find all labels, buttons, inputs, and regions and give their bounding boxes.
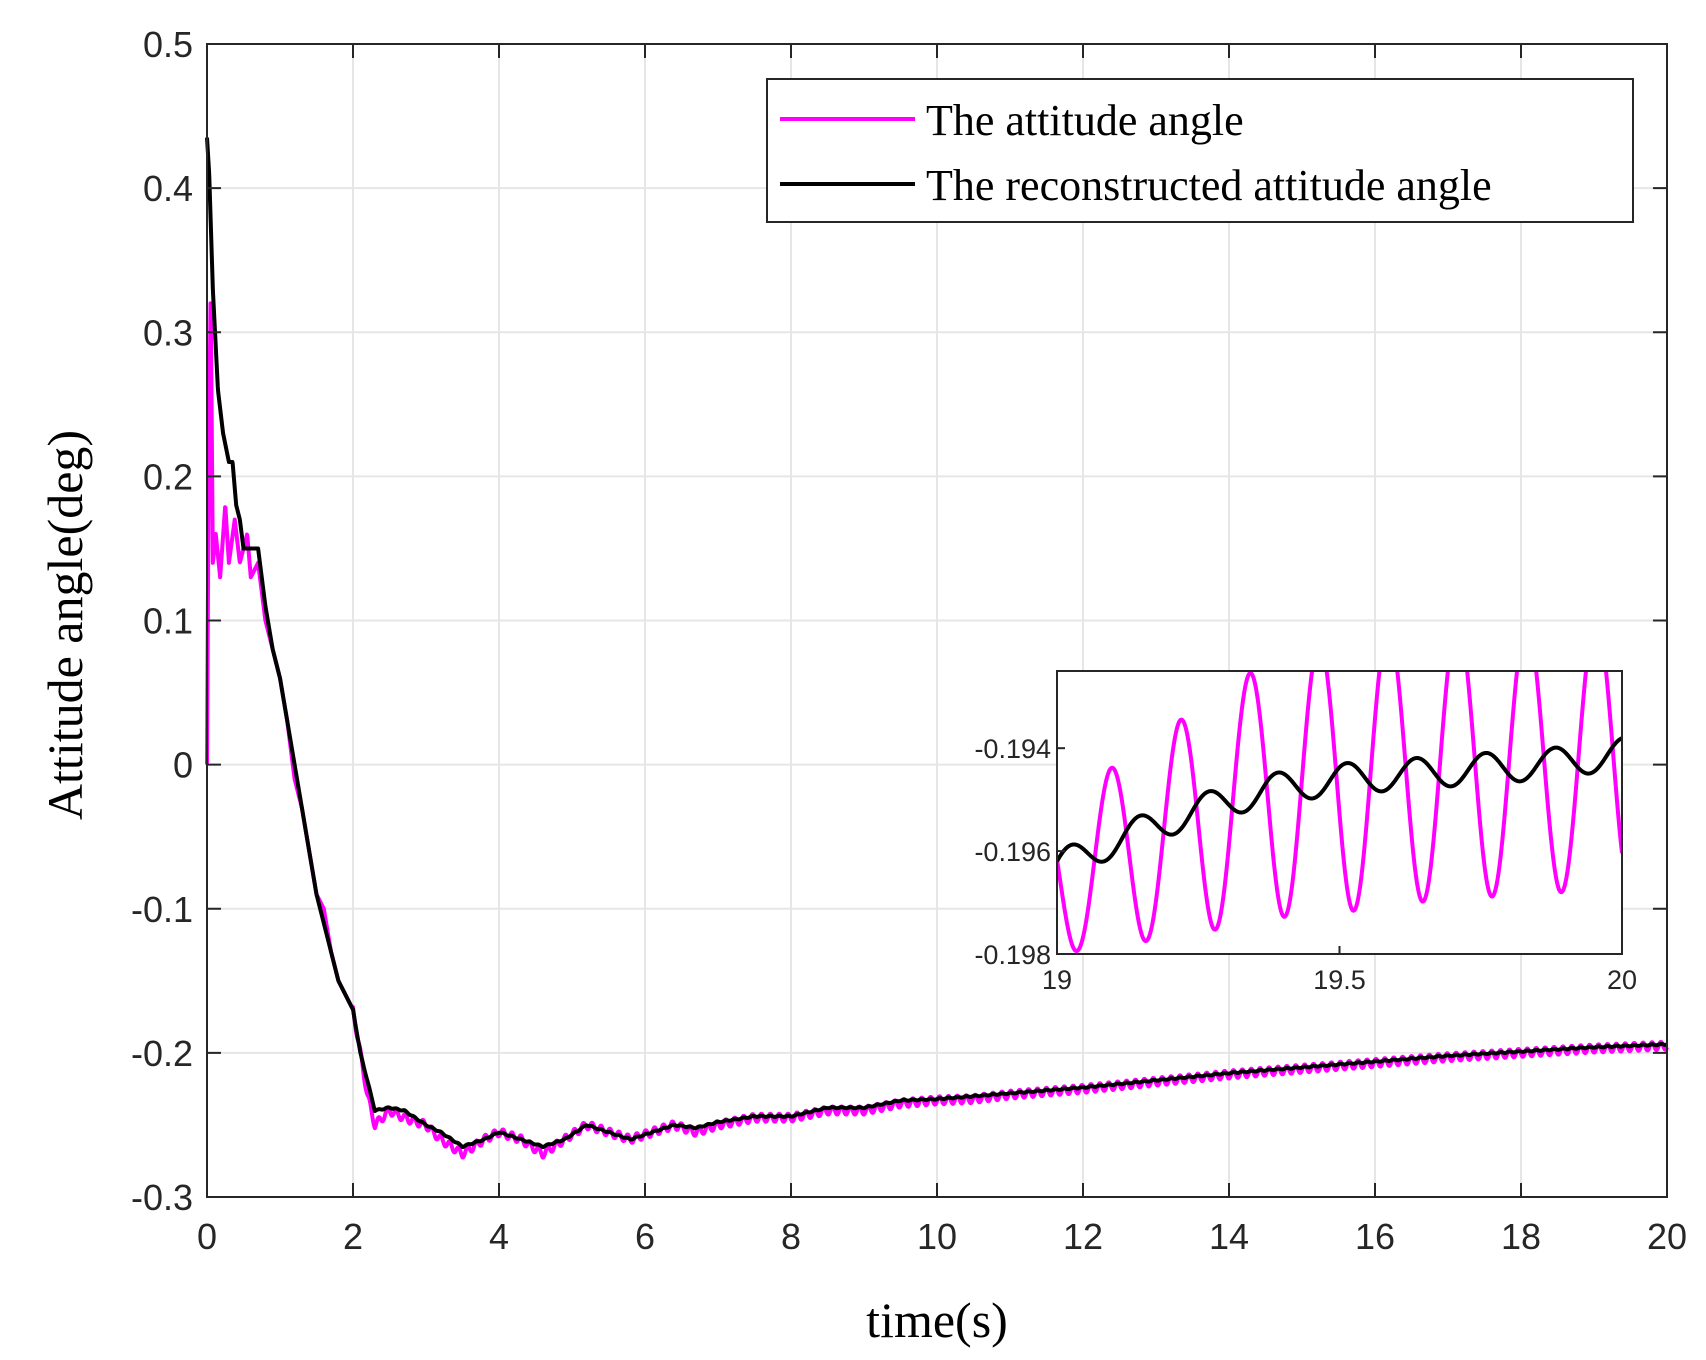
legend-label-reconstructed: The reconstructed attitude angle xyxy=(926,161,1492,210)
inset-attitude-line xyxy=(1057,671,1622,954)
inset-y-tick-label: -0.198 xyxy=(974,940,1051,970)
y-tick-label: -0.3 xyxy=(131,1177,193,1218)
legend-box xyxy=(766,78,1634,223)
x-tick-label: 12 xyxy=(1063,1216,1103,1257)
inset-x-tick-label: 19.5 xyxy=(1313,965,1366,995)
inset-y-tick-label: -0.194 xyxy=(974,734,1051,764)
x-tick-label: 2 xyxy=(343,1216,363,1257)
y-axis-label: Attitude angle(deg) xyxy=(37,430,93,820)
y-tick-label: -0.2 xyxy=(131,1033,193,1074)
x-tick-label: 20 xyxy=(1647,1216,1687,1257)
x-tick-label: 0 xyxy=(197,1216,217,1257)
inset-x-tick-label: 19 xyxy=(1042,965,1072,995)
y-tick-label: 0.5 xyxy=(143,24,193,65)
main-series xyxy=(205,137,1669,1160)
main-ticks: 0 2 4 6 8 10 12 14 16 18 20 -0.3 -0.2 -0.1 0 0.1 0.2 0.3 0… xyxy=(131,24,1687,1257)
x-tick-label: 6 xyxy=(635,1216,655,1257)
y-tick-label: 0.4 xyxy=(143,168,193,209)
x-tick-label: 4 xyxy=(489,1216,509,1257)
inset-x-tick-label: 20 xyxy=(1607,965,1637,995)
inset-reconstructed-line xyxy=(1057,736,1622,864)
legend: The attitude angle The reconstructed att… xyxy=(766,78,1634,223)
inset-ticks: 19 19.5 20 -0.198 -0.196 -0.194 xyxy=(974,734,1637,995)
inset-y-tick-label: -0.196 xyxy=(974,837,1051,867)
x-tick-label: 18 xyxy=(1501,1216,1541,1257)
y-tick-label: 0.1 xyxy=(143,601,193,642)
x-tick-label: 16 xyxy=(1355,1216,1395,1257)
y-tick-label: 0 xyxy=(173,745,193,786)
y-tick-label: 0.3 xyxy=(143,312,193,353)
x-tick-label: 14 xyxy=(1209,1216,1249,1257)
legend-label-attitude: The attitude angle xyxy=(926,96,1244,145)
x-axis-label: time(s) xyxy=(866,1292,1008,1348)
y-tick-label: 0.2 xyxy=(143,456,193,497)
y-tick-label: -0.1 xyxy=(131,889,193,930)
inset-series xyxy=(1057,671,1622,954)
x-tick-label: 10 xyxy=(917,1216,957,1257)
series-reconstructed-line xyxy=(205,137,1669,1150)
x-tick-label: 8 xyxy=(781,1216,801,1257)
